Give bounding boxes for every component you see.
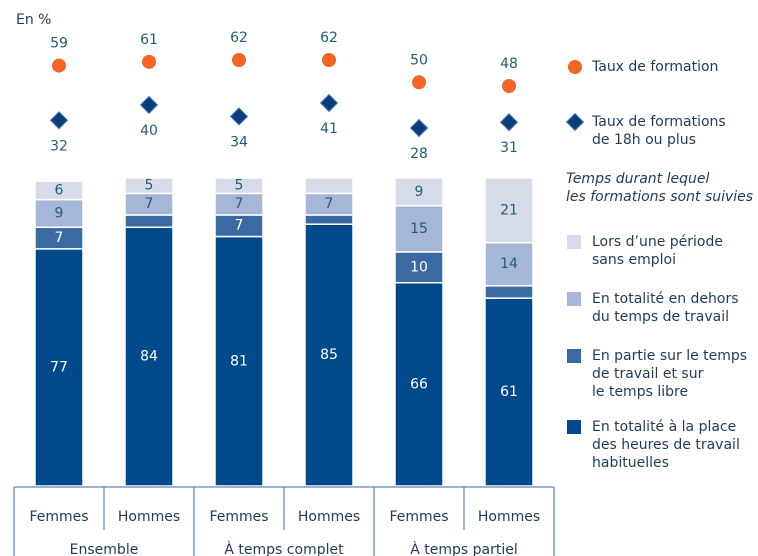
rate-label: 28 xyxy=(410,146,428,162)
group-label: À temps complet xyxy=(224,541,344,556)
rate-label: 62 xyxy=(320,30,338,46)
bar-segment xyxy=(34,248,84,487)
legend-swatch xyxy=(567,420,581,434)
data-label: 81 xyxy=(230,353,248,369)
legend-marker xyxy=(565,112,585,132)
data-label: 15 xyxy=(410,221,428,237)
data-label: 14 xyxy=(500,256,518,272)
data-label: 6 xyxy=(55,182,64,198)
data-label: 9 xyxy=(55,205,64,221)
rate-marker xyxy=(319,93,339,113)
legend-label: En totalité en dehors du temps de travai… xyxy=(592,291,739,325)
bar-segment xyxy=(484,177,534,244)
x-tick-label: Hommes xyxy=(478,509,540,525)
legend-label: Taux de formation xyxy=(592,59,719,75)
x-tick-label: Femmes xyxy=(29,509,88,525)
legend-marker xyxy=(568,60,582,74)
rate-marker xyxy=(412,75,426,90)
group-label: Ensemble xyxy=(70,542,139,556)
data-label: 10 xyxy=(410,259,428,275)
data-label: 7 xyxy=(235,218,244,234)
bar-segment xyxy=(484,297,534,487)
rate-label: 34 xyxy=(230,134,248,150)
data-label: 61 xyxy=(500,384,518,400)
legend-title: Temps durant lequel les formations sont … xyxy=(566,171,754,205)
data-label: 77 xyxy=(50,359,68,375)
rate-label: 50 xyxy=(410,52,428,68)
bar-segment xyxy=(394,177,444,207)
group-label: À temps partiel xyxy=(410,541,518,556)
rate-marker xyxy=(52,58,66,73)
bar-segment xyxy=(214,177,264,195)
x-tick-label: Hommes xyxy=(298,509,360,525)
bar-segment xyxy=(124,177,174,195)
rate-label: 40 xyxy=(140,123,158,139)
bar-segment xyxy=(304,214,354,225)
data-label: 7 xyxy=(325,196,334,212)
rate-marker xyxy=(322,53,336,67)
x-tick-label: Femmes xyxy=(209,509,268,525)
data-label: 7 xyxy=(55,230,64,246)
data-label: 7 xyxy=(145,196,154,212)
bar-segment xyxy=(394,251,444,284)
legend-swatch xyxy=(567,349,581,363)
rate-marker xyxy=(229,107,249,126)
legend-label: En totalité à la place des heures de tra… xyxy=(592,419,740,471)
legend-swatch xyxy=(567,235,581,249)
bar-segment xyxy=(304,223,354,487)
x-tick-label: Hommes xyxy=(118,509,180,525)
legend-label: Lors d’une période sans emploi xyxy=(592,234,723,268)
rate-marker xyxy=(142,54,156,69)
rate-marker xyxy=(502,79,516,93)
rate-marker xyxy=(49,111,69,130)
data-label: 84 xyxy=(140,349,158,365)
rate-label: 62 xyxy=(230,30,248,46)
bar-segment xyxy=(394,204,444,253)
data-label: 7 xyxy=(235,196,244,212)
bar-segment xyxy=(484,285,534,299)
unit-label: En % xyxy=(16,12,51,28)
rate-label: 41 xyxy=(320,121,338,137)
legend-swatch xyxy=(567,292,581,306)
rate-marker xyxy=(139,95,159,115)
legend-label: En partie sur le temps de travail et sur… xyxy=(592,348,748,400)
rate-marker xyxy=(409,118,429,138)
bar-segment xyxy=(124,214,174,229)
rate-label: 31 xyxy=(500,140,518,156)
bar-segment xyxy=(394,281,444,487)
data-label: 21 xyxy=(500,202,518,218)
rate-label: 48 xyxy=(500,56,518,72)
data-label: 85 xyxy=(320,347,338,363)
bar-segment xyxy=(124,226,174,487)
x-tick-label: Femmes xyxy=(389,509,448,525)
bar-segment xyxy=(34,180,84,201)
rate-marker xyxy=(232,53,246,67)
data-label: 5 xyxy=(235,178,244,194)
data-label: 66 xyxy=(410,376,428,392)
data-label: 9 xyxy=(415,184,424,200)
rate-label: 61 xyxy=(140,32,158,48)
rate-marker xyxy=(499,113,519,132)
legend-label: Taux de formations de 18h ou plus xyxy=(592,114,726,148)
rate-label: 32 xyxy=(50,138,68,154)
rate-label: 59 xyxy=(50,36,68,52)
data-label: 5 xyxy=(145,178,154,194)
bar-segment xyxy=(304,177,354,195)
